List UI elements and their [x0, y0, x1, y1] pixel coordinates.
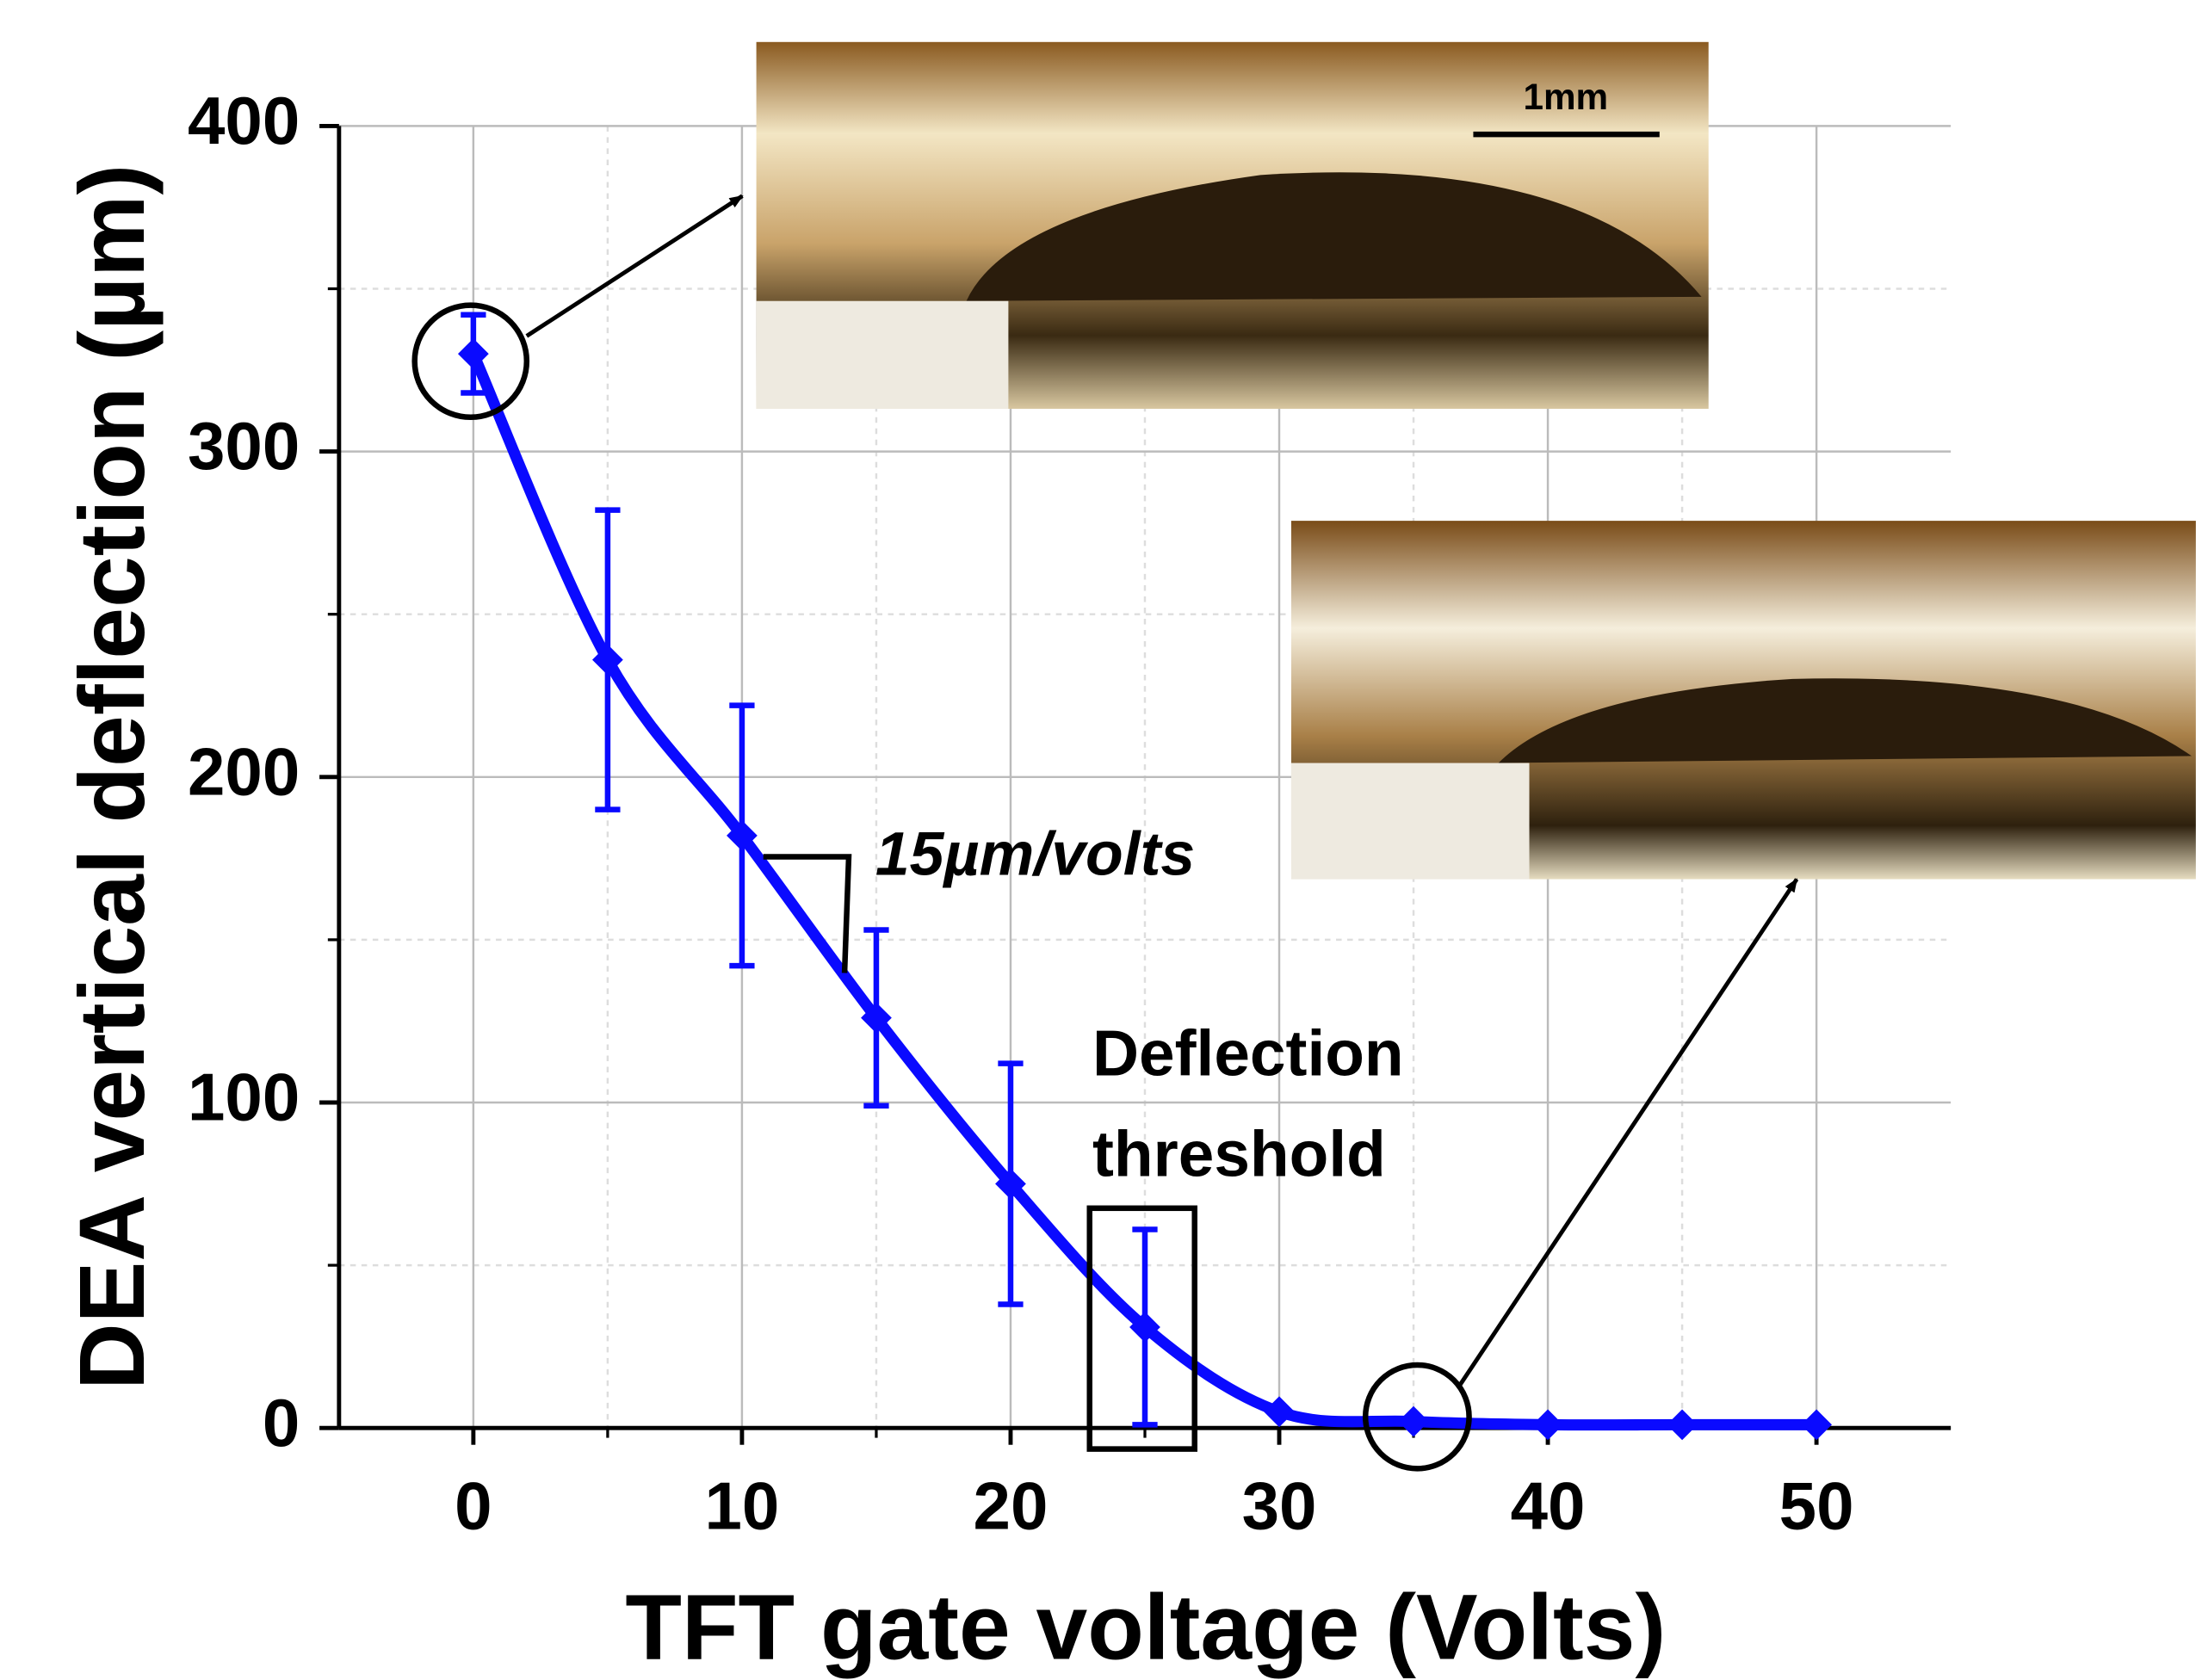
x-tick-label: 20 [974, 1467, 1049, 1543]
arrow [1457, 878, 1799, 1387]
y-tick-label: 100 [188, 1059, 300, 1135]
photo-top: 1mm [756, 41, 1709, 409]
y-tick-label: 0 [263, 1385, 300, 1461]
x-tick-label: 40 [1511, 1467, 1586, 1543]
photo-bottom [1290, 521, 2196, 880]
y-tick-label: 200 [188, 733, 300, 809]
marker [1667, 1409, 1698, 1441]
marker [1801, 1409, 1833, 1441]
marker [727, 819, 758, 851]
x-tick-label: 30 [1242, 1467, 1317, 1543]
highlight-circle [1362, 1362, 1472, 1472]
y-tick-label: 400 [188, 83, 300, 158]
x-tick-label: 0 [455, 1467, 492, 1543]
plot-area: 0 10 20 30 40 50 0 100 200 300 400 [188, 83, 1952, 1543]
scale-bar-label: 1mm [1523, 77, 1608, 117]
threshold-label: threshold [1092, 1117, 1386, 1189]
slope-triangle [763, 854, 852, 973]
marker [457, 338, 489, 370]
marker [592, 644, 623, 676]
threshold-label: Deflection [1092, 1016, 1404, 1089]
x-tick-label: 50 [1779, 1467, 1854, 1543]
arrow [525, 194, 744, 338]
slope-label: 15µm/volts [875, 820, 1195, 889]
y-axis-label: DEA vertical deflection (µm) [60, 164, 164, 1390]
marker [1532, 1409, 1563, 1441]
highlight-circle [411, 302, 530, 420]
x-axis-label: TFT gate voltage (Volts) [625, 1576, 1666, 1679]
threshold-box [1086, 1205, 1197, 1452]
x-tick-label: 10 [704, 1467, 779, 1543]
y-tick-label: 300 [188, 408, 300, 484]
marker [1264, 1396, 1295, 1428]
marker [861, 1002, 892, 1034]
marker [1398, 1405, 1429, 1437]
